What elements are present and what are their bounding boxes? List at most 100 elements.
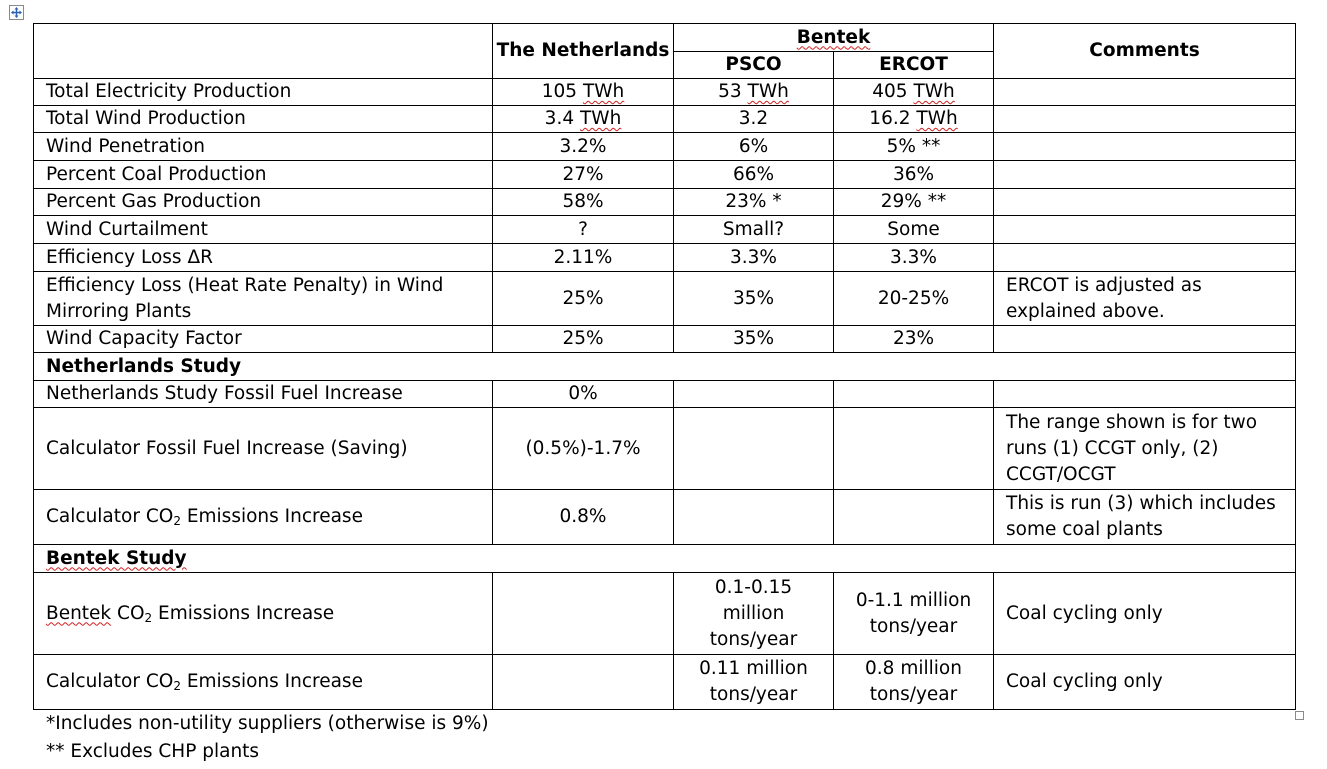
cell-ercot: 3.3% — [832, 243, 995, 272]
header-comments: Comments — [993, 23, 1297, 79]
cell-psco: 0.1-0.15 million tons/year — [673, 572, 834, 655]
header-row-2: PSCO ERCOT — [34, 51, 1296, 79]
table-row: Efficiency Loss ΔR 2.11% 3.3% 3.3% — [33, 243, 1297, 272]
cell-ercot — [832, 489, 995, 545]
cell-psco: 23% * — [673, 188, 834, 216]
header-psco: PSCO — [673, 51, 834, 79]
cell-ercot: 405 TWh — [832, 78, 995, 106]
cell-netherlands — [492, 572, 674, 655]
label-text: Emissions Increase — [180, 506, 363, 527]
footnote-1: *Includes non-utility suppliers (otherwi… — [46, 713, 489, 734]
row-label: Calculator CO2 Emissions Increase — [33, 654, 493, 710]
label-text: Calculator CO — [46, 671, 174, 692]
cell-comment — [993, 380, 1297, 408]
cell-psco: 53 TWh — [673, 78, 834, 106]
cell-psco: 35% — [673, 325, 834, 353]
cell-comment — [993, 243, 1297, 272]
cell-psco: 35% — [673, 271, 834, 326]
label-subscript: 2 — [173, 679, 181, 693]
row-label: Total Electricity Production — [33, 78, 493, 106]
label-text: Emissions Increase — [180, 671, 363, 692]
table-row: Calculator Fossil Fuel Increase (Saving)… — [33, 407, 1297, 490]
cell-psco: 6% — [673, 132, 834, 161]
label-subscript: 2 — [144, 610, 153, 625]
cell-comment: The range shown is for two runs (1) CCGT… — [993, 407, 1297, 490]
cell-comment — [993, 78, 1297, 106]
table-move-handle-icon[interactable] — [9, 5, 24, 20]
header-netherlands: The Netherlands — [492, 23, 674, 79]
cell-netherlands: (0.5%)-1.7% — [492, 407, 674, 490]
cell-ercot: 5% ** — [832, 132, 995, 161]
cell-ercot: 20-25% — [832, 271, 995, 326]
cell-psco: 3.3% — [673, 243, 834, 272]
table-row: Wind Curtailment ? Small? Some — [33, 215, 1297, 244]
cell-ercot — [832, 380, 995, 408]
cell-netherlands — [492, 654, 674, 710]
cell-comment — [993, 132, 1297, 161]
cell-comment — [993, 215, 1297, 244]
cell-comment: ERCOT is adjusted as explained above. — [993, 271, 1297, 326]
cell-ercot: 0-1.1 million tons/year — [832, 572, 995, 655]
cell-psco: 0.11 million tons/year — [673, 654, 834, 710]
table-row: Bentek CO2 Emissions Increase 0.1-0.15 m… — [33, 572, 1297, 655]
row-label: Percent Gas Production — [33, 188, 493, 216]
section-title: Netherlands Study — [32, 352, 1297, 381]
unit-twh: TWh — [916, 108, 958, 129]
cell-psco — [673, 380, 834, 408]
section-row-netherlands: Netherlands Study — [32, 352, 1297, 381]
cell-ercot: 16.2 TWh — [832, 105, 995, 133]
row-label: Bentek CO2 Emissions Increase — [33, 572, 493, 655]
table-row: Percent Coal Production 27% 66% 36% — [33, 160, 1297, 189]
cell-comment — [993, 188, 1297, 216]
cell-netherlands: ? — [492, 215, 674, 244]
row-label: Netherlands Study Fossil Fuel Increase — [33, 380, 493, 408]
cell-ercot: Some — [832, 215, 995, 244]
section-title-text: Bentek Study — [46, 547, 187, 569]
unit-twh: TWh — [747, 81, 789, 102]
cell-ercot — [832, 407, 995, 490]
section-title: Bentek Study — [32, 544, 1297, 573]
label-subscript: 2 — [173, 514, 181, 528]
move-cross-icon — [11, 7, 22, 18]
cell-netherlands: 105 TWh — [492, 78, 674, 106]
header-row-1: The Netherlands Bentek Comments — [33, 23, 1297, 79]
cell-comment: Coal cycling only — [993, 654, 1297, 710]
cell-netherlands: 0.8% — [492, 489, 674, 545]
row-label: Wind Capacity Factor — [33, 325, 493, 353]
cell-netherlands: 25% — [492, 271, 674, 326]
cell-comment — [993, 105, 1297, 133]
footnote-2: ** Excludes CHP plants — [46, 741, 260, 762]
header-ercot: ERCOT — [832, 51, 995, 79]
unit-twh: TWh — [913, 81, 955, 102]
cell-ercot: 36% — [832, 160, 995, 189]
row-label: Total Wind Production — [33, 105, 493, 133]
row-label: Efficiency Loss (Heat Rate Penalty) in W… — [33, 271, 493, 326]
cell-psco: 66% — [673, 160, 834, 189]
table-row: Total Wind Production 3.4 TWh 3.2 16.2 T… — [33, 105, 1297, 133]
cell-netherlands: 2.11% — [492, 243, 674, 272]
row-label: Percent Coal Production — [33, 160, 493, 189]
table-row: Efficiency Loss (Heat Rate Penalty) in W… — [33, 271, 1297, 326]
table-row: Percent Gas Production 58% 23% * 29% ** — [33, 188, 1297, 216]
label-text: Emissions Increase — [152, 602, 335, 624]
table-resize-handle-icon[interactable] — [1295, 711, 1304, 720]
header-bentek-label: Bentek — [796, 26, 871, 48]
header-bentek: Bentek — [672, 23, 995, 52]
table-row: Calculator CO2 Emissions Increase 0.11 m… — [33, 654, 1297, 710]
cell-netherlands: 27% — [492, 160, 674, 189]
cell-psco — [673, 407, 834, 490]
cell-netherlands: 3.2% — [492, 132, 674, 161]
table-row: Wind Capacity Factor 25% 35% 23% — [33, 325, 1297, 353]
cell-psco: 3.2 — [673, 105, 834, 133]
cell-comment: This is run (3) which includes some coal… — [993, 489, 1297, 545]
table-row: Calculator CO2 Emissions Increase 0.8% T… — [33, 489, 1297, 545]
cell-netherlands: 3.4 TWh — [492, 105, 674, 133]
cell-psco: Small? — [673, 215, 834, 244]
table-row: Total Electricity Production 105 TWh 53 … — [33, 78, 1297, 106]
comparison-table: The Netherlands Bentek Comments PSCO ERC… — [32, 23, 1297, 710]
label-text: Bentek — [46, 602, 112, 624]
cell-netherlands: 0% — [492, 380, 674, 408]
table-row: Netherlands Study Fossil Fuel Increase 0… — [33, 380, 1297, 408]
section-row-bentek: Bentek Study — [32, 544, 1297, 573]
cell-psco — [673, 489, 834, 545]
